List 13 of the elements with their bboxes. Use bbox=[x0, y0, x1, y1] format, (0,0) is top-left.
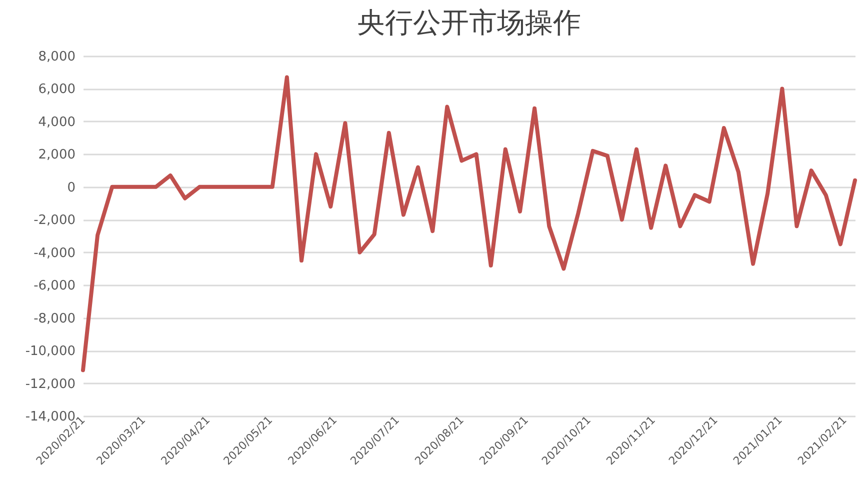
y-tick-label: -12,000 bbox=[25, 376, 76, 392]
line-series bbox=[81, 75, 857, 372]
y-tick-label: 8,000 bbox=[38, 50, 76, 64]
y-tick-label: -6,000 bbox=[34, 278, 76, 294]
y-tick-label: -8,000 bbox=[34, 311, 76, 326]
y-tick-label: 2,000 bbox=[38, 148, 76, 163]
y-tick-label: 6,000 bbox=[38, 82, 76, 98]
y-tick-label: 0 bbox=[67, 180, 76, 196]
y-tick-label: -2,000 bbox=[34, 213, 76, 228]
y-tick-label: -4,000 bbox=[34, 246, 76, 261]
y-tick-label: 4,000 bbox=[38, 114, 76, 130]
y-tick-label: -10,000 bbox=[25, 344, 76, 360]
chart-title: 央行公开市场操作 bbox=[357, 6, 581, 39]
